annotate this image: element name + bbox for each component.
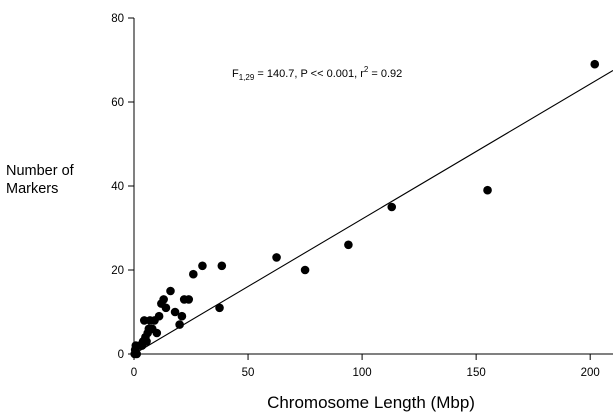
data-point [344,240,353,250]
y-tick-label: 60 [111,97,124,109]
x-axis-ticks: 0 50 100 150 200 [131,354,600,379]
annotation-stats: = 140.7, P << 0.001, r [254,68,364,80]
y-axis-title-line-2: Markers [6,181,58,197]
plot-area: 0 50 100 150 200 0 20 40 60 80 [111,13,613,379]
data-point [177,311,187,321]
data-point [590,59,600,69]
data-point [272,253,281,262]
data-point [300,265,310,275]
data-point [215,303,224,313]
y-tick-label: 0 [118,349,124,361]
annotation-df: 1,29 [239,73,255,82]
data-points [130,59,600,359]
x-tick-label: 50 [242,367,255,379]
annotation-f: F [232,68,239,80]
data-point [159,295,168,304]
annotation-r2: = 0.92 [368,68,402,80]
regression-line [133,70,613,355]
data-point [132,349,142,359]
y-axis-ticks: 0 20 40 60 80 [111,13,134,361]
x-tick-label: 150 [467,367,486,379]
annotation-exponent: 2 [364,65,369,74]
data-point [184,295,194,304]
data-point [154,311,164,321]
x-tick-label: 0 [131,367,137,379]
y-tick-label: 80 [111,13,124,25]
y-axis-title: Number of Markers [6,163,78,197]
regression-annotation: F1,29 = 140.7, P << 0.001, r2 = 0.92 [232,65,402,82]
data-point [166,286,175,296]
data-point [198,261,207,271]
y-axis-title-line-1: Number of [6,163,75,179]
y-tick-label: 20 [111,265,124,277]
data-point [161,303,171,313]
data-point [189,269,198,279]
y-tick-label: 40 [111,181,124,193]
data-point [387,202,397,212]
x-tick-label: 100 [353,367,372,379]
data-point [170,307,180,317]
x-axis-title: Chromosome Length (Mbp) [267,393,475,412]
data-point [152,328,162,338]
data-point [175,320,184,329]
data-point [217,261,227,271]
data-point [142,337,151,346]
data-point [483,185,492,195]
x-tick-label: 200 [581,367,600,379]
